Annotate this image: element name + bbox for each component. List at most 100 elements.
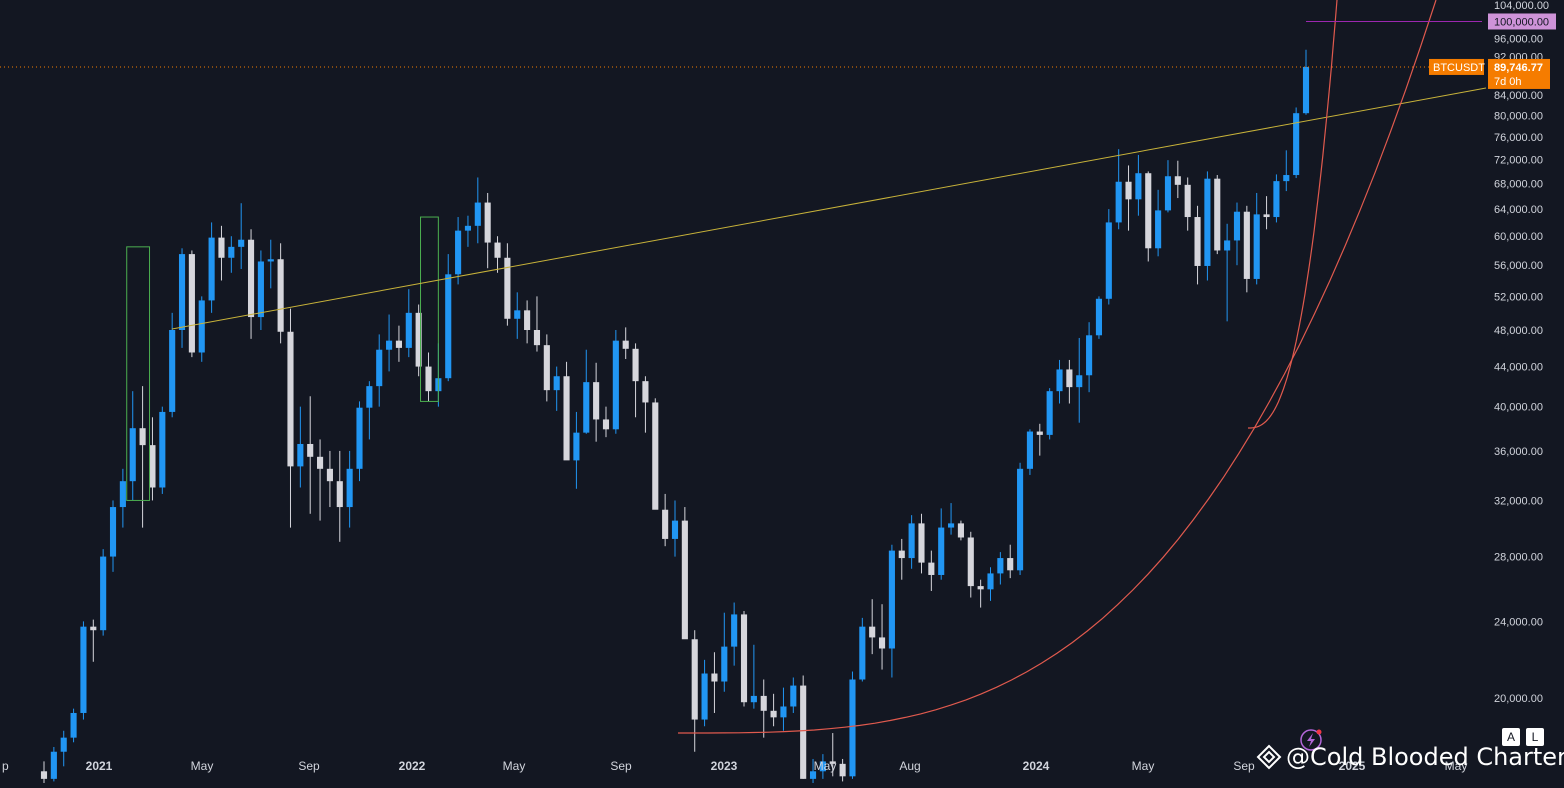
candle-body — [1253, 214, 1260, 279]
current-price-label: 89,746.77 7d 0h — [1488, 58, 1550, 89]
price-tick-label: 60,000.00 — [1494, 231, 1543, 243]
candle-body — [80, 626, 87, 713]
candle-body — [119, 481, 126, 508]
price-tick-label: 64,000.00 — [1494, 204, 1543, 216]
candle-body — [1302, 66, 1310, 114]
highlight-box[interactable] — [420, 216, 439, 402]
lightning-badge-bolt — [1307, 733, 1315, 747]
parabolic-curve-outer[interactable] — [678, 0, 1437, 734]
candle-body — [267, 259, 274, 262]
price-axis[interactable]: 104,000.0096,000.0092,000.0088,000.0084,… — [1494, 0, 1549, 705]
candle-body — [346, 468, 353, 508]
candle-body — [1026, 431, 1033, 469]
candle-body — [869, 626, 876, 638]
target-label-bg — [1488, 13, 1556, 30]
candle-body — [543, 345, 550, 391]
candle-body — [218, 237, 225, 258]
time-tick-label: 2021 — [86, 759, 113, 773]
watermark-text: @Cold Blooded Charter — [1286, 743, 1564, 771]
candle-body — [1184, 184, 1191, 218]
candle-body — [336, 481, 343, 508]
time-axis[interactable]: p 2021 May Sep 2022 May Sep 2023 May Aug 2024 May Se… — [2, 759, 1467, 773]
candle-body — [583, 382, 590, 433]
candle-body — [178, 254, 186, 331]
price-tick-label: 40,000.00 — [1494, 402, 1543, 414]
candle-body — [139, 428, 146, 446]
candle-body — [652, 402, 659, 510]
candle-body — [1017, 468, 1024, 571]
candle-body — [90, 626, 97, 631]
candle-body — [109, 507, 117, 557]
candle-body — [800, 685, 807, 779]
symbol-label-bg — [1429, 58, 1484, 75]
candle-body — [898, 550, 905, 559]
candle-body — [425, 366, 432, 392]
price-tick-label: 24,000.00 — [1494, 616, 1543, 628]
candle-body — [829, 761, 836, 764]
candle-body — [1036, 431, 1043, 435]
candle-body — [1224, 240, 1231, 251]
candle-body — [878, 637, 886, 649]
candle-body — [691, 639, 698, 720]
candle-body — [573, 432, 580, 461]
candle-body — [967, 537, 974, 587]
candle-body — [1125, 181, 1132, 200]
time-tick-label: May — [503, 759, 526, 773]
candle-body — [1115, 181, 1122, 223]
candle-body — [948, 523, 955, 528]
candle-body — [1293, 113, 1300, 176]
candle-body — [642, 381, 649, 403]
candle-body — [129, 428, 136, 482]
candle-body — [750, 695, 757, 703]
candle-body — [721, 646, 728, 682]
time-tick-label: May — [1445, 759, 1468, 773]
candle-body — [356, 407, 363, 469]
candle-body — [474, 202, 481, 226]
candle-body — [326, 468, 333, 482]
candle-body — [987, 573, 994, 590]
candle-body — [839, 763, 846, 777]
log-scale-button[interactable]: L — [1526, 728, 1544, 746]
candle-body — [780, 706, 787, 718]
candle-body — [790, 685, 797, 707]
candle-body — [257, 261, 264, 318]
candle-body — [1007, 558, 1014, 571]
price-tick-label: 80,000.00 — [1494, 110, 1543, 122]
candle-body — [622, 340, 629, 349]
candle-body — [888, 550, 895, 649]
candle-body — [395, 340, 402, 348]
diamond-logo-icon — [1256, 744, 1282, 770]
price-tick-label: 96,000.00 — [1494, 34, 1543, 46]
auto-scale-button[interactable]: A — [1502, 728, 1520, 746]
candle-body — [1095, 298, 1103, 336]
time-tick-label: 2023 — [711, 759, 738, 773]
lightning-badge-dot — [1316, 729, 1322, 735]
candle-body — [533, 330, 541, 346]
parabolic-curve-inner[interactable] — [1248, 0, 1338, 429]
current-price-text: 89,746.77 — [1494, 62, 1543, 74]
candle-body — [70, 712, 77, 738]
candle-body — [1174, 176, 1181, 185]
candle-body — [1273, 181, 1280, 218]
target-price-label: 100,000.00 — [1488, 13, 1556, 30]
countdown-text: 7d 0h — [1494, 76, 1522, 88]
trendline[interactable] — [171, 87, 1487, 330]
candle-body — [602, 419, 610, 430]
candle-body — [612, 340, 619, 430]
candle-body — [681, 520, 688, 640]
candle-body — [415, 312, 422, 367]
candle-body — [238, 239, 245, 247]
time-tick-label: Sep — [610, 759, 632, 773]
price-tick-label: 76,000.00 — [1494, 132, 1543, 144]
watermark: @Cold Blooded Charter — [1256, 742, 1564, 771]
lightning-badge-icon[interactable] — [1300, 729, 1322, 751]
highlight-box[interactable] — [126, 246, 151, 501]
price-tick-label: 44,000.00 — [1494, 362, 1543, 374]
candle-body — [1155, 210, 1162, 249]
candle-body — [1086, 335, 1093, 376]
candle-body — [662, 509, 669, 539]
candle-body — [632, 348, 639, 382]
candle-body — [208, 237, 215, 301]
